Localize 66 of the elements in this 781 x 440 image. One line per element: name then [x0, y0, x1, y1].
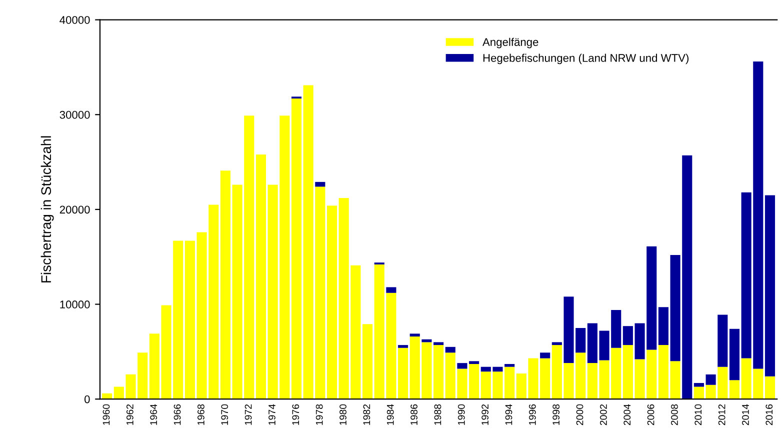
x-tick-label: 2014: [742, 404, 749, 426]
x-tick-label: 1964: [150, 404, 158, 425]
y-tick-label: 10000: [60, 300, 90, 308]
x-tick-label: 1996: [528, 404, 536, 425]
x-tick-label: 1976: [292, 404, 300, 425]
x-tick-label: 1994: [505, 404, 512, 425]
x-tick-label: 1986: [410, 404, 418, 425]
x-tick-label: 1992: [482, 404, 488, 425]
x-tick-label: 1968: [198, 404, 204, 425]
x-tick-label: 1966: [174, 404, 181, 425]
bar: [220, 170, 230, 400]
legend-label: Angelfänge: [482, 38, 538, 48]
bar: [504, 364, 515, 367]
bar: [434, 342, 444, 346]
y-tick-label: 40000: [60, 16, 90, 24]
x-tick-label: 1990: [458, 404, 465, 425]
bar: [658, 307, 668, 346]
bar: [315, 182, 326, 187]
y-tick-label: 30000: [60, 110, 90, 119]
x-tick-label: 1960: [102, 404, 110, 425]
bar: [706, 374, 716, 385]
bar: [469, 364, 480, 400]
bar: [256, 154, 266, 400]
x-tick-label: 1974: [268, 404, 276, 425]
x-tick-label: 1982: [363, 404, 370, 425]
bar: [434, 345, 444, 400]
x-tick-label: 2004: [624, 404, 631, 426]
x-tick-label: 1970: [221, 404, 228, 425]
x-tick-label: 1988: [434, 404, 442, 425]
bar: [694, 382, 704, 387]
x-tick-label: 1962: [126, 404, 134, 425]
x-tick-label: 2002: [600, 404, 607, 426]
bar: [540, 352, 550, 358]
bar: [410, 334, 420, 336]
y-axis-title: Fischertrag in Stückzahl: [40, 136, 54, 282]
x-tick-label: 1972: [244, 404, 252, 425]
x-tick-label: 2012: [718, 404, 726, 426]
bar: [326, 206, 338, 400]
bar: [291, 98, 302, 400]
bar: [729, 380, 740, 400]
x-tick-label: 2000: [576, 404, 584, 426]
bar: [445, 346, 456, 353]
bar: [764, 195, 776, 376]
x-tick-label: 2016: [766, 404, 773, 426]
x-tick-label: 1984: [386, 404, 394, 425]
bar: [764, 376, 776, 400]
bar: [729, 328, 740, 380]
bar: [362, 324, 373, 400]
bar: [670, 361, 680, 400]
bar: [658, 345, 668, 400]
bar: [694, 386, 704, 400]
y-tick-label: 20000: [60, 206, 90, 214]
x-tick-label: 1998: [552, 404, 560, 425]
x-tick-label: 2010: [694, 404, 702, 426]
bar: [718, 314, 728, 367]
x-tick-label: 2008: [671, 404, 678, 426]
x-tick-label: 2006: [647, 404, 654, 426]
x-tick-label: 1978: [316, 404, 323, 425]
bar: [398, 348, 408, 400]
y-tick-label: 0: [84, 395, 90, 404]
bar: [386, 287, 396, 293]
bar: [398, 345, 408, 348]
legend-label: Hegebefischungen (Land NRW und WTV): [483, 54, 688, 64]
bar: [469, 361, 480, 364]
bar: [457, 363, 468, 369]
x-tick-label: 1980: [340, 404, 346, 425]
